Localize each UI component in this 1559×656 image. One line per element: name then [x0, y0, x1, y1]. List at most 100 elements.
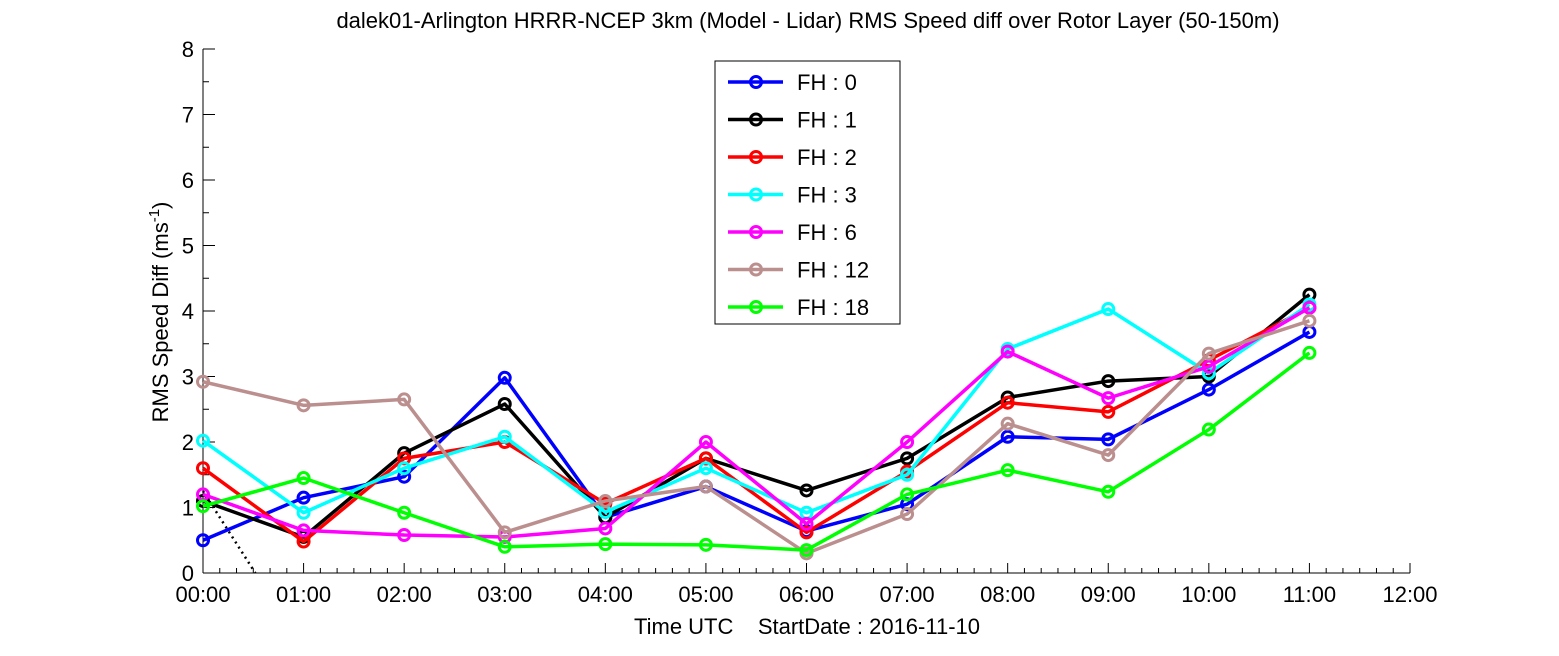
x-tick-label: 01:00	[276, 582, 331, 607]
data-point	[497, 539, 512, 554]
data-point	[296, 523, 311, 538]
data-point	[1000, 429, 1015, 444]
y-tick-label: 0	[182, 561, 194, 586]
data-point	[1101, 391, 1116, 406]
data-point	[900, 467, 915, 482]
x-tick-label: 08:00	[980, 582, 1035, 607]
data-point	[1302, 300, 1317, 315]
y-axis-label-close: )	[148, 202, 173, 209]
legend-swatch-marker	[749, 225, 763, 239]
series-7	[196, 345, 1317, 558]
data-point	[296, 490, 311, 505]
data-point	[1201, 359, 1216, 374]
legend-item: FH : 6	[728, 220, 857, 245]
legend-box	[714, 60, 901, 325]
legend-item: FH : 12	[728, 258, 869, 283]
data-point	[1201, 382, 1216, 397]
series-line	[201, 303, 1311, 515]
series-layer	[196, 287, 1317, 574]
data-point	[397, 392, 412, 407]
legend-swatch-marker	[749, 75, 763, 89]
data-point	[1000, 416, 1015, 431]
series-line	[202, 293, 1311, 539]
data-point	[900, 487, 915, 502]
data-point	[799, 525, 814, 540]
data-point	[1302, 313, 1317, 328]
data-point	[196, 433, 210, 448]
data-point	[497, 525, 512, 540]
legend-label: FH : 18	[797, 295, 869, 320]
data-point	[296, 398, 311, 413]
data-point	[1000, 395, 1015, 410]
reference-dotted-line	[201, 490, 257, 574]
x-tick-label: 09:00	[1081, 582, 1136, 607]
data-point	[397, 505, 412, 520]
series-line	[201, 306, 1311, 544]
legend-swatch-marker	[749, 300, 763, 314]
y-tick-label: 7	[182, 103, 194, 128]
data-point	[698, 537, 713, 552]
y-tick-label: 8	[182, 37, 194, 62]
x-axis-label: Time UTC StartDate : 2016-11-10	[634, 614, 980, 639]
y-tick-label: 2	[182, 430, 194, 455]
y-axis-label-main: RMS Speed Diff (ms	[148, 222, 173, 422]
data-point	[497, 429, 512, 444]
data-point	[698, 461, 713, 476]
x-tick-label: 06:00	[779, 582, 834, 607]
ticks: 00:00 01:00 02:00 03:00 04:00 05:00 06:00 07:00…	[175, 37, 1437, 607]
data-point	[1201, 346, 1216, 361]
y-tick-label: 3	[182, 365, 194, 390]
data-point	[1000, 463, 1015, 478]
x-tick-label: 02:00	[377, 582, 432, 607]
y-tick-label: 5	[182, 234, 194, 259]
data-point	[397, 528, 412, 543]
data-point	[397, 461, 412, 476]
data-point	[397, 469, 412, 484]
data-point	[1302, 345, 1317, 360]
data-point	[598, 537, 613, 552]
legend-swatch-marker	[749, 187, 763, 202]
data-point	[296, 471, 311, 486]
data-point	[196, 374, 210, 389]
legend-label: FH : 3	[797, 183, 857, 208]
data-point	[900, 507, 915, 522]
y-axis-label: RMS Speed Diff (ms-1)	[146, 202, 173, 423]
data-point	[900, 435, 915, 449]
data-point	[1101, 432, 1116, 447]
legend-item: FH : 3	[728, 183, 857, 208]
x-tick-label: 03:00	[477, 582, 532, 607]
data-point	[598, 521, 613, 536]
x-tick-label: 05:00	[678, 582, 733, 607]
legend-label: FH : 12	[797, 258, 869, 283]
x-tick-label: 04:00	[578, 582, 633, 607]
legend-swatch-marker	[749, 112, 763, 127]
legend-item: FH : 0	[728, 70, 857, 95]
x-tick-label: 00:00	[175, 582, 230, 607]
y-tick-label: 6	[182, 168, 194, 193]
data-point	[497, 397, 512, 412]
data-point	[799, 516, 814, 531]
series-line	[202, 319, 1310, 556]
data-point	[1101, 374, 1116, 389]
data-point	[900, 451, 915, 466]
legend-swatch-marker	[749, 262, 763, 277]
series-line	[202, 330, 1311, 542]
data-point	[196, 499, 210, 514]
data-point	[1101, 448, 1116, 463]
series-5	[196, 300, 1317, 544]
x-tick-label: 11:00	[1283, 582, 1336, 607]
legend-item: FH : 2	[728, 145, 857, 170]
y-axis-label-sup: -1	[146, 209, 163, 222]
data-point	[799, 543, 814, 558]
data-point	[1201, 422, 1216, 437]
series-line	[202, 306, 1311, 539]
data-point	[1101, 302, 1116, 317]
y-tick-label: 1	[182, 496, 194, 521]
legend-label: FH : 1	[797, 108, 857, 133]
data-point	[698, 435, 713, 449]
data-point	[598, 493, 613, 508]
legend-item: FH : 18	[728, 295, 869, 320]
data-point	[196, 461, 210, 476]
y-tick-label: 4	[182, 299, 194, 324]
